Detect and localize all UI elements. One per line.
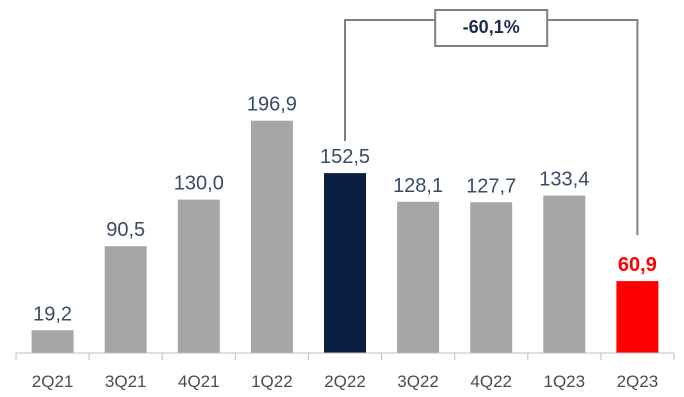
bar-3Q21 [104, 246, 147, 353]
x-tick-label-2Q23: 2Q23 [617, 372, 659, 391]
x-tick-label-2Q21: 2Q21 [32, 372, 74, 391]
value-label-2Q22: 152,5 [320, 146, 370, 168]
change-annotation-text: -60,1% [463, 17, 520, 37]
x-tick-label-1Q23: 1Q23 [544, 372, 586, 391]
x-tick-label-4Q21: 4Q21 [178, 372, 220, 391]
bar-4Q22 [470, 202, 513, 353]
bars-group: 19,2 90,5 130,0 196,9 152,5 128,1 127,7 133,4 60… [31, 94, 659, 353]
x-tick-label-3Q22: 3Q22 [397, 372, 439, 391]
value-label-1Q23: 133,4 [539, 169, 589, 191]
value-label-1Q22: 196,9 [247, 94, 297, 116]
value-label-2Q23: 60,9 [618, 254, 657, 276]
x-axis: 2Q21 3Q21 4Q21 1Q22 2Q22 3Q22 4Q22 1Q23 2Q23 [15, 352, 675, 391]
bar-2Q22 [324, 173, 366, 353]
bar-1Q23 [543, 195, 586, 353]
value-label-4Q21: 130,0 [174, 173, 224, 195]
bar-4Q21 [177, 199, 220, 353]
x-tick-label-3Q21: 3Q21 [105, 372, 147, 391]
x-tick-label-4Q22: 4Q22 [470, 372, 512, 391]
value-label-3Q21: 90,5 [106, 219, 145, 241]
x-tick-label-1Q22: 1Q22 [251, 372, 293, 391]
x-tick-label-2Q22: 2Q22 [324, 372, 366, 391]
bar-2Q21 [31, 330, 74, 353]
change-annotation-box [434, 9, 549, 47]
bar-2Q23 [616, 281, 659, 353]
value-label-2Q21: 19,2 [33, 303, 72, 325]
value-label-3Q22: 128,1 [393, 175, 443, 197]
change-annotation: -60,1% [434, 9, 549, 47]
value-label-4Q22: 127,7 [466, 175, 516, 197]
bar-1Q22 [250, 120, 293, 353]
bar-3Q22 [397, 201, 440, 353]
